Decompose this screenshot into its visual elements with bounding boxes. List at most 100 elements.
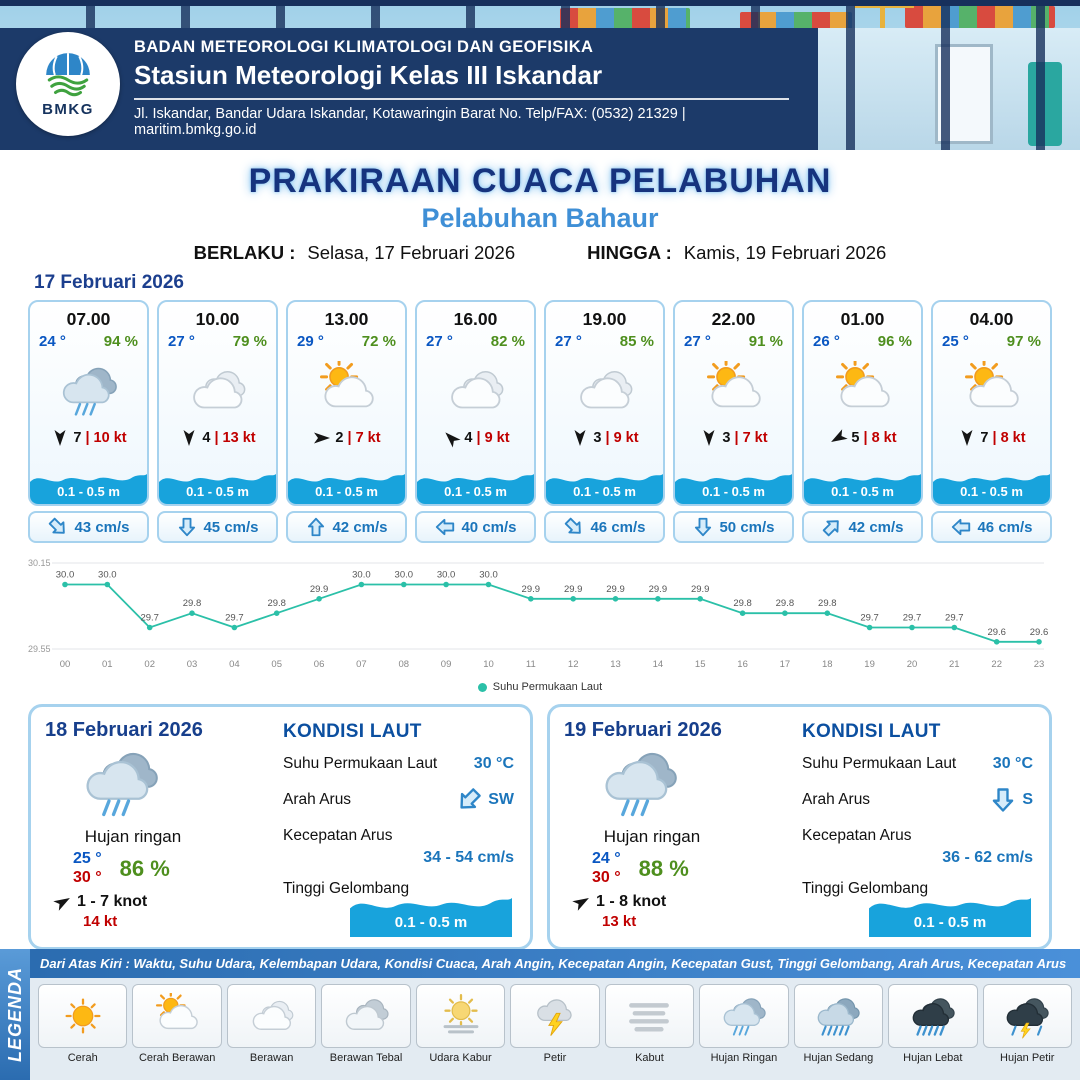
gust-speed: 7 kt (355, 430, 381, 446)
separator: | (992, 430, 997, 446)
svg-text:00: 00 (60, 659, 71, 670)
wave-row: Tinggi Gelombang (802, 880, 1033, 898)
svg-text:15: 15 (695, 659, 706, 670)
daily-date: 19 Februari 2026 (564, 719, 722, 741)
legend-note: Dari Atas Kiri : Waktu, Suhu Udara, Kele… (30, 949, 1080, 978)
berlaku-label: BERLAKU : (193, 242, 296, 263)
daily-weather-summary: 18 Februari 2026 Hujan ringan 25 ° 30 ° … (45, 719, 273, 937)
hourly-card-10.00: 10.00 27 ° 79 % 4 | 13 kt 0.1 - 0.5 m 45… (157, 300, 278, 543)
legend-item-label: Berawan Tebal (329, 1052, 403, 1064)
daily-weather-icon-wrap (79, 744, 273, 827)
petir-icon (537, 999, 572, 1036)
berawan-icon (192, 370, 245, 408)
current-box: 43 cm/s (28, 511, 149, 543)
current-direction-value: SW (455, 786, 514, 814)
wave-graphic (417, 474, 534, 504)
svg-text:29.8: 29.8 (733, 598, 752, 609)
humidity: 72 % (361, 333, 396, 350)
daily-wind: 1 - 7 knot (53, 892, 273, 912)
humidity: 82 % (490, 333, 525, 350)
wave-band: 0.1 - 0.5 m (159, 464, 276, 504)
wind-direction-icon (54, 430, 66, 446)
separator: | (347, 430, 352, 446)
temp-humidity-row: 25 ° 97 % (933, 330, 1050, 350)
sst-chart-section: 30.15 29.55 30.0 30.0 29.7 29.8 29.7 29.8 29.9… (0, 547, 1080, 696)
svg-text:19: 19 (864, 659, 875, 670)
wind-row: 2 | 7 kt (288, 428, 405, 448)
temp-humidity-row: 24 ° 94 % (30, 330, 147, 350)
legend-icon-box (982, 984, 1072, 1048)
wind-direction-icon (445, 432, 461, 448)
legend-icon-box (604, 984, 695, 1048)
svg-text:30.0: 30.0 (479, 570, 498, 581)
time-label: 04.00 (969, 309, 1014, 329)
time-label: 16.00 (453, 309, 498, 329)
legend-item: Kabut (604, 984, 695, 1077)
humidity: 94 % (103, 333, 138, 350)
temp-humidity-row: 27 ° 82 % (417, 330, 534, 350)
svg-text:05: 05 (271, 659, 282, 670)
svg-text:29.8: 29.8 (183, 598, 202, 609)
svg-text:29.7: 29.7 (225, 613, 244, 624)
hingga-label: HINGGA : (587, 242, 672, 263)
air-temperature: 26 ° (813, 333, 840, 350)
current-direction-icon (460, 788, 482, 809)
current-speed: 40 cm/s (461, 518, 517, 536)
station-address: Jl. Iskandar, Bandar Udara Iskandar, Kot… (134, 106, 686, 138)
time-label: 13.00 (324, 309, 369, 329)
wave-height: 0.1 - 0.5 m (573, 484, 636, 499)
current-direction-icon (49, 517, 66, 534)
hourly-card: 10.00 27 ° 79 % 4 | 13 kt 0.1 - 0.5 m (157, 300, 278, 506)
air-temperature: 27 ° (168, 333, 195, 350)
svg-text:08: 08 (399, 659, 410, 670)
current-direction-value: S (989, 786, 1033, 814)
chart-series-name: Suhu Permukaan Laut (492, 681, 603, 693)
gust-speed: 8 kt (871, 430, 897, 446)
weather-icon-wrap (804, 352, 921, 428)
daily-date: 18 Februari 2026 (45, 719, 203, 741)
sst-row: Suhu Permukaan Laut 30 °C (283, 755, 514, 773)
current-speed: 45 cm/s (203, 518, 259, 536)
svg-text:13: 13 (610, 659, 621, 670)
svg-text:22: 22 (991, 659, 1002, 670)
current-speed-row: Kecepatan Arus 36 - 62 cm/s (802, 827, 1033, 867)
time-label: 07.00 (66, 309, 111, 329)
separator: | (863, 430, 868, 446)
current-box: 50 cm/s (673, 511, 794, 543)
hujan-sedang-icon (818, 998, 861, 1036)
wave-graphic (546, 474, 663, 504)
svg-text:18: 18 (822, 659, 833, 670)
svg-text:12: 12 (568, 659, 579, 670)
svg-text:04: 04 (229, 659, 240, 670)
svg-text:01: 01 (102, 659, 113, 670)
hourly-card: 04.00 25 ° 97 % 7 | 8 kt 0.1 - 0.5 m (931, 300, 1052, 506)
header: BADAN METEOROLOGI KLIMATOLOGI DAN GEOFIS… (0, 0, 1080, 150)
page-title: PRAKIRAAN CUACA PELABUHAN (248, 162, 832, 200)
air-temperature: 24 ° (39, 333, 66, 350)
legend-item-label: Hujan Lebat (903, 1052, 963, 1064)
legend-icon-box (510, 984, 600, 1048)
berawan-icon (450, 370, 503, 408)
hourly-card: 13.00 29 ° 72 % 2 | 7 kt 0.1 - 0.5 m (286, 300, 407, 506)
current-speed: 50 cm/s (719, 518, 775, 536)
sst-value: 30 °C (992, 755, 1033, 772)
hourly-forecast-row: 07.00 24 ° 94 % 7 | 10 kt 0.1 - 0.5 m 43… (0, 300, 1080, 543)
temp-max: 30 ° (73, 869, 102, 886)
wind-row: 3 | 7 kt (675, 428, 792, 448)
legend-item-label: Kabut (635, 1052, 664, 1064)
legend-item: Udara Kabur (415, 984, 506, 1077)
svg-text:29.6: 29.6 (1030, 627, 1049, 638)
daily-gust: 14 kt (83, 913, 118, 930)
station-name: Stasiun Meteorologi Kelas III Iskandar (134, 60, 603, 90)
temp-min: 25 ° (73, 850, 102, 867)
svg-text:02: 02 (144, 659, 155, 670)
svg-text:11: 11 (526, 659, 536, 670)
wave-graphic (350, 898, 512, 937)
svg-text:29.7: 29.7 (903, 613, 922, 624)
legend-item: Cerah (38, 984, 128, 1077)
current-direction-label: Arah Arus (802, 791, 871, 808)
hourly-card: 19.00 27 ° 85 % 3 | 9 kt 0.1 - 0.5 m (544, 300, 665, 506)
daily-weather-summary: 19 Februari 2026 Hujan ringan 24 ° 30 ° … (564, 719, 792, 937)
svg-text:29.55: 29.55 (28, 644, 51, 654)
title-section: PRAKIRAAN CUACA PELABUHAN Pelabuhan Baha… (0, 162, 1080, 264)
